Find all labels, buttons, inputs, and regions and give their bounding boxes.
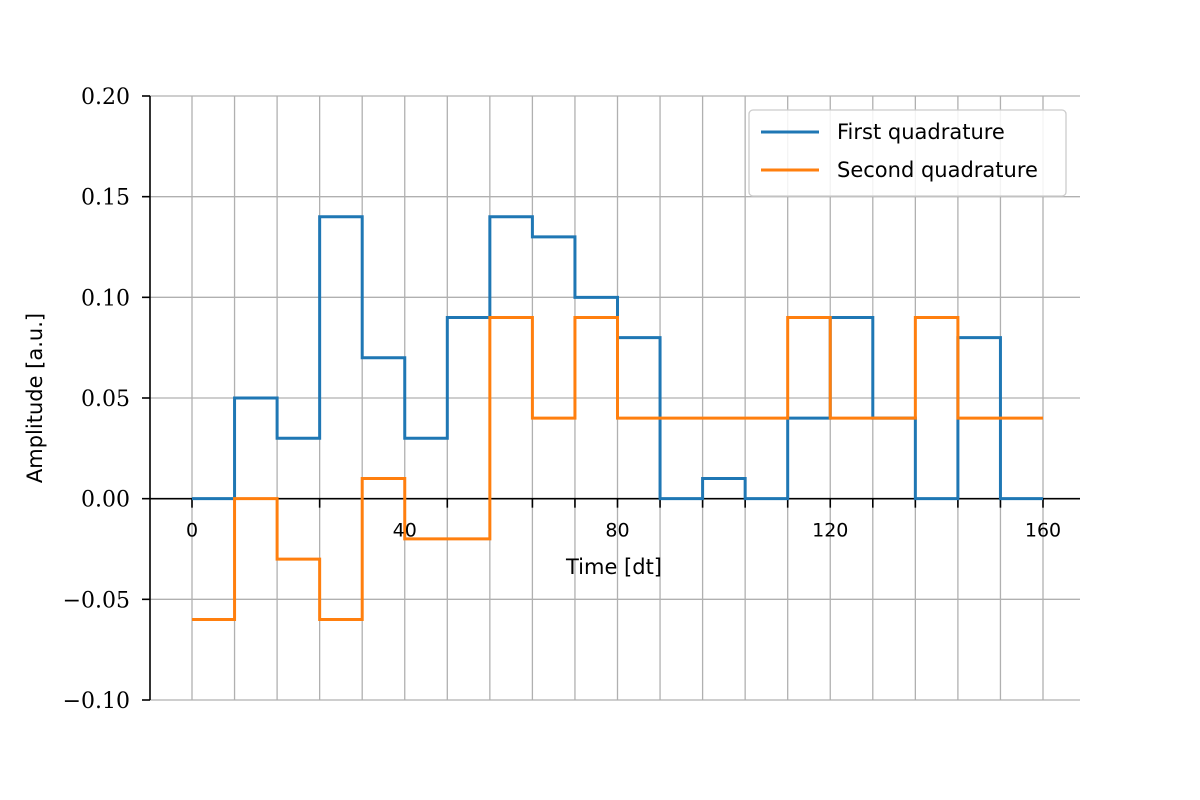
legend-box bbox=[748, 109, 1067, 197]
y-tick-label: −0.10 bbox=[63, 689, 130, 714]
x-tick-label: 120 bbox=[812, 520, 848, 542]
x-tick-label: 80 bbox=[605, 520, 629, 542]
y-tick-label: 0.20 bbox=[81, 85, 130, 110]
legend-label-first-quadrature: First quadrature bbox=[837, 120, 1005, 144]
y-axis-label: Amplitude [a.u.] bbox=[23, 313, 47, 483]
series-line-second-quadrature bbox=[192, 315, 1043, 621]
y-tick-label: 0.05 bbox=[81, 387, 130, 412]
y-tick-label: 0.15 bbox=[81, 186, 130, 211]
legend-label-second-quadrature: Second quadrature bbox=[837, 158, 1038, 182]
x-tick-label: 0 bbox=[186, 520, 198, 542]
y-tick-label: −0.05 bbox=[63, 588, 130, 613]
plot-area bbox=[192, 215, 1043, 621]
tick-labels: −0.10 −0.05 0.00 0.05 0.10 0.15 0.20 0 40 80 120 16… bbox=[63, 85, 1062, 714]
legend: First quadrature Second quadrature bbox=[748, 109, 1067, 197]
x-tick-label: 40 bbox=[393, 520, 417, 542]
x-tick-label: 160 bbox=[1025, 520, 1061, 542]
y-tick-label: 0.00 bbox=[81, 488, 130, 513]
x-axis-label: Time [dt] bbox=[565, 555, 662, 579]
y-tick-label: 0.10 bbox=[81, 286, 130, 311]
